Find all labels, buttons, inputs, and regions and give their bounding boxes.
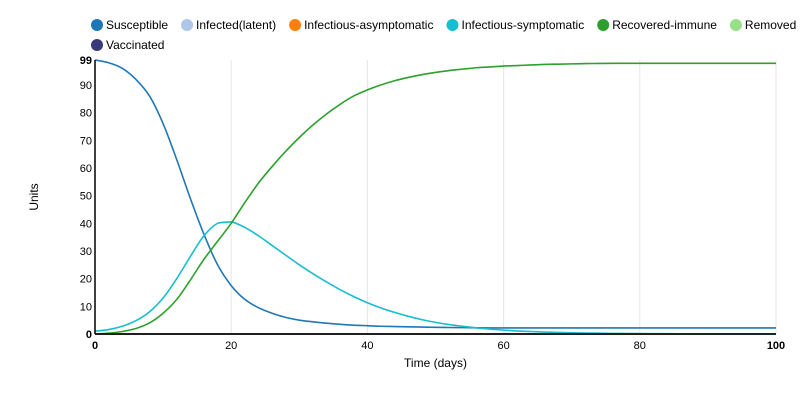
- y-tick-labels: 0 10 20 30 40 50 60 70 80 90 99: [80, 55, 92, 341]
- axis-layer: [94, 60, 776, 335]
- series-layer: [94, 59, 776, 335]
- legend-swatch: [91, 39, 103, 51]
- legend: Susceptible Infected(latent) Infectious-as…: [91, 18, 796, 52]
- legend-label: Vaccinated: [106, 38, 164, 52]
- legend-swatch: [446, 19, 459, 31]
- y-tick-label: 30: [80, 246, 92, 258]
- y-tick-label: 70: [80, 135, 92, 147]
- legend-label: Infected(latent): [196, 18, 276, 32]
- legend-swatch: [729, 19, 742, 31]
- y-tick-label: 60: [80, 163, 92, 175]
- y-tick-label: 10: [80, 301, 92, 313]
- y-tick-label: 90: [80, 80, 92, 92]
- x-tick-label: 60: [497, 340, 509, 352]
- x-tick-label: 80: [634, 340, 646, 352]
- x-tick-labels: 0 20 40 60 80 100: [92, 340, 785, 352]
- legend-item-infected-latent[interactable]: Infected(latent): [181, 18, 276, 32]
- legend-item-susceptible[interactable]: Susceptible: [91, 18, 168, 32]
- legend-swatch: [181, 19, 194, 31]
- legend-swatch: [597, 19, 610, 31]
- series-line-recovered-immune: [94, 62, 776, 335]
- legend-label: Recovered-immune: [612, 18, 717, 32]
- x-axis-title: Time (days): [404, 356, 467, 370]
- series-line-susceptible: [94, 59, 776, 329]
- legend-item-recovered-immune[interactable]: Recovered-immune: [597, 18, 717, 32]
- legend-item-infectious-asymptomatic[interactable]: Infectious-asymptomatic: [289, 18, 433, 32]
- y-tick-label: 20: [80, 274, 92, 286]
- x-tick-label: 40: [361, 340, 373, 352]
- y-tick-label: 80: [80, 108, 92, 120]
- x-tick-label: 100: [767, 340, 785, 352]
- legend-item-vaccinated[interactable]: Vaccinated: [91, 38, 164, 52]
- series-line-infectious-symptomatic: [94, 221, 776, 335]
- legend-label: Infectious-symptomatic: [461, 18, 584, 32]
- legend-swatch: [289, 19, 302, 31]
- legend-label: Infectious-asymptomatic: [304, 18, 433, 32]
- y-axis-title: Units: [27, 183, 41, 210]
- y-tick-label: 99: [80, 55, 92, 67]
- legend-label: Removed: [745, 18, 796, 32]
- legend-item-removed[interactable]: Removed: [729, 18, 796, 32]
- y-tick-label: 0: [86, 329, 92, 341]
- legend-label: Susceptible: [106, 18, 168, 32]
- legend-swatch: [91, 19, 103, 31]
- grid-layer: [230, 60, 777, 334]
- x-tick-label: 0: [92, 340, 98, 352]
- y-tick-label: 40: [80, 218, 92, 230]
- y-tick-label: 50: [80, 191, 92, 203]
- legend-item-infectious-symptomatic[interactable]: Infectious-symptomatic: [446, 18, 584, 32]
- x-tick-label: 20: [225, 340, 237, 352]
